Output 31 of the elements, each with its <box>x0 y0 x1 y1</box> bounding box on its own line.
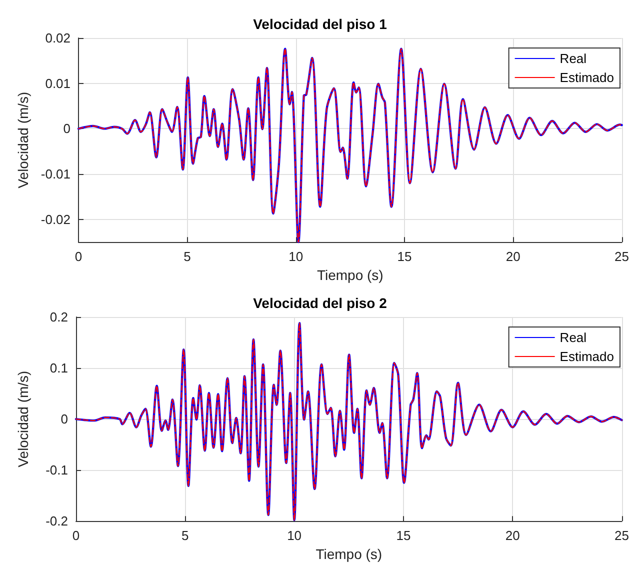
legend-label: Real <box>560 51 587 66</box>
y-tick-label: -0.01 <box>40 166 71 182</box>
x-axis-title: Tiempo (s) <box>316 546 382 562</box>
y-tick-label: -0.1 <box>46 462 68 478</box>
x-tick-label: 20 <box>505 528 520 544</box>
chart-title: Velocidad del piso 2 <box>253 295 388 311</box>
y-tick-label: -0.02 <box>40 212 71 227</box>
x-tick-label: 15 <box>397 249 412 264</box>
x-tick-label: 20 <box>506 249 520 264</box>
x-tick-label: 5 <box>184 249 191 264</box>
chart-title: Velocidad del piso 1 <box>253 16 388 32</box>
y-tick-label: -0.2 <box>46 514 68 529</box>
x-tick-label: 0 <box>74 249 82 264</box>
x-tick-label: 15 <box>396 528 411 544</box>
legend-label: Real <box>560 330 587 345</box>
x-axis-title: Tiempo (s) <box>316 267 384 283</box>
y-tick-label: 0.2 <box>50 310 68 324</box>
legend-label: Estimado <box>560 70 614 85</box>
x-tick-label: 5 <box>182 528 189 544</box>
x-tick-label: 25 <box>614 249 630 264</box>
y-tick-label: 0 <box>60 412 68 427</box>
x-tick-label: 10 <box>288 249 304 264</box>
y-tick-label: 0.01 <box>45 76 71 91</box>
y-axis-title: Velocidad (m/s) <box>15 370 31 468</box>
legend-label: Estimado <box>560 349 614 364</box>
y-tick-label: 0 <box>63 121 71 136</box>
y-tick-label: 0.02 <box>45 30 71 46</box>
x-tick-label: 10 <box>287 528 302 544</box>
y-axis-title: Velocidad (m/s) <box>15 92 31 188</box>
x-tick-label: 25 <box>614 528 630 544</box>
y-tick-label: 0.1 <box>50 360 68 376</box>
